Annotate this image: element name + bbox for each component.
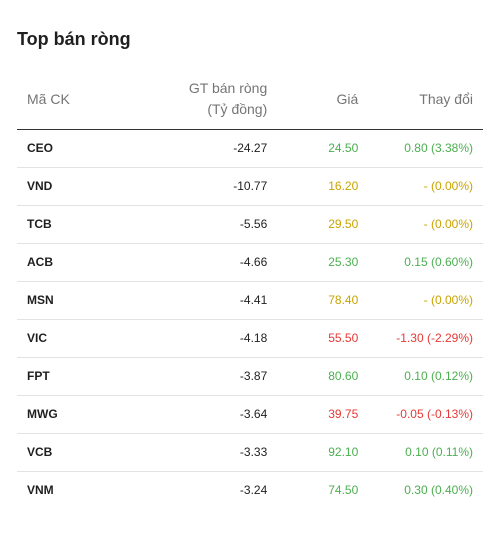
widget-title: Top bán ròng [17,29,131,49]
stock-code[interactable]: CEO [27,141,54,155]
net-sell-value: -5.56 [239,217,268,231]
stock-code[interactable]: MSN [27,293,54,307]
price: 29.50 [328,217,359,231]
price-change: 0.10 (0.12%) [404,369,473,383]
price-change: - (0.00%) [423,217,473,231]
price-change: -1.30 (-2.29%) [396,331,473,345]
price-change: -0.05 (-0.13%) [396,407,473,421]
price: 39.75 [328,407,359,421]
stock-code[interactable]: VIC [27,331,48,345]
stock-code[interactable]: FPT [27,369,50,383]
price: 24.50 [328,141,359,155]
table-row[interactable]: VNM -3.24 74.50 0.30 (0.40%) [17,471,483,509]
net-sell-value: -3.33 [239,445,268,459]
table-row[interactable]: MSN -4.41 78.40 - (0.00%) [17,281,483,319]
net-sell-value: -10.77 [233,179,268,193]
table-row[interactable]: ACB -4.66 25.30 0.15 (0.60%) [17,243,483,281]
table-header: Mã CK GT bán ròng (Tỷ đồng) Giá Thay đổi [17,70,483,129]
table-row[interactable]: FPT -3.87 80.60 0.10 (0.12%) [17,357,483,395]
price: 55.50 [328,331,359,345]
table-row[interactable]: VIC -4.18 55.50 -1.30 (-2.29%) [17,319,483,357]
column-header-code: Mã CK [27,90,70,107]
table-row[interactable]: TCB -5.56 29.50 - (0.00%) [17,205,483,243]
net-sell-value: -24.27 [233,141,268,155]
stock-code[interactable]: VND [27,179,53,193]
column-header-value-line2: (Tỷ đồng) [207,101,268,118]
price-change: 0.80 (3.38%) [404,141,473,155]
net-sell-value: -3.24 [239,483,268,498]
header-row: Mã CK GT bán ròng (Tỷ đồng) Giá Thay đổi [17,70,483,129]
stock-code[interactable]: VCB [27,445,53,459]
price-change: - (0.00%) [423,179,473,193]
table-body: CEO -24.27 24.50 0.80 (3.38%) VND -10.77… [17,129,483,509]
table-row[interactable]: VND -10.77 16.20 - (0.00%) [17,167,483,205]
net-sell-value: -3.87 [239,369,268,383]
column-header-price: Giá [336,90,359,107]
stock-code[interactable]: ACB [27,255,53,269]
table-row[interactable]: MWG -3.64 39.75 -0.05 (-0.13%) [17,395,483,433]
stock-code[interactable]: TCB [27,217,52,231]
net-sell-table: Mã CK GT bán ròng (Tỷ đồng) Giá Thay đổi… [17,70,483,509]
table-row[interactable]: CEO -24.27 24.50 0.80 (3.38%) [17,129,483,167]
price-change: - (0.00%) [423,293,473,307]
column-header-value-line1: GT bán ròng [188,80,268,97]
column-header-net-sell-value: GT bán ròng (Tỷ đồng) [125,70,267,129]
price-change: 0.15 (0.60%) [404,255,473,269]
column-header-change: Thay đổi [419,90,473,107]
price: 16.20 [328,179,359,193]
price-change: 0.30 (0.40%) [404,483,473,498]
net-sell-value: -3.64 [239,407,268,421]
table-row[interactable]: VCB -3.33 92.10 0.10 (0.11%) [17,433,483,471]
net-sell-value: -4.41 [239,293,268,307]
stock-code[interactable]: MWG [27,407,58,421]
net-sell-value: -4.66 [239,255,268,269]
stock-code[interactable]: VNM [27,483,54,498]
price-change: 0.10 (0.11%) [405,445,473,459]
net-sell-value: -4.18 [239,331,268,345]
price: 25.30 [328,255,359,269]
price: 78.40 [328,293,359,307]
price: 80.60 [328,369,359,383]
price: 92.10 [328,445,359,459]
price: 74.50 [328,483,359,498]
